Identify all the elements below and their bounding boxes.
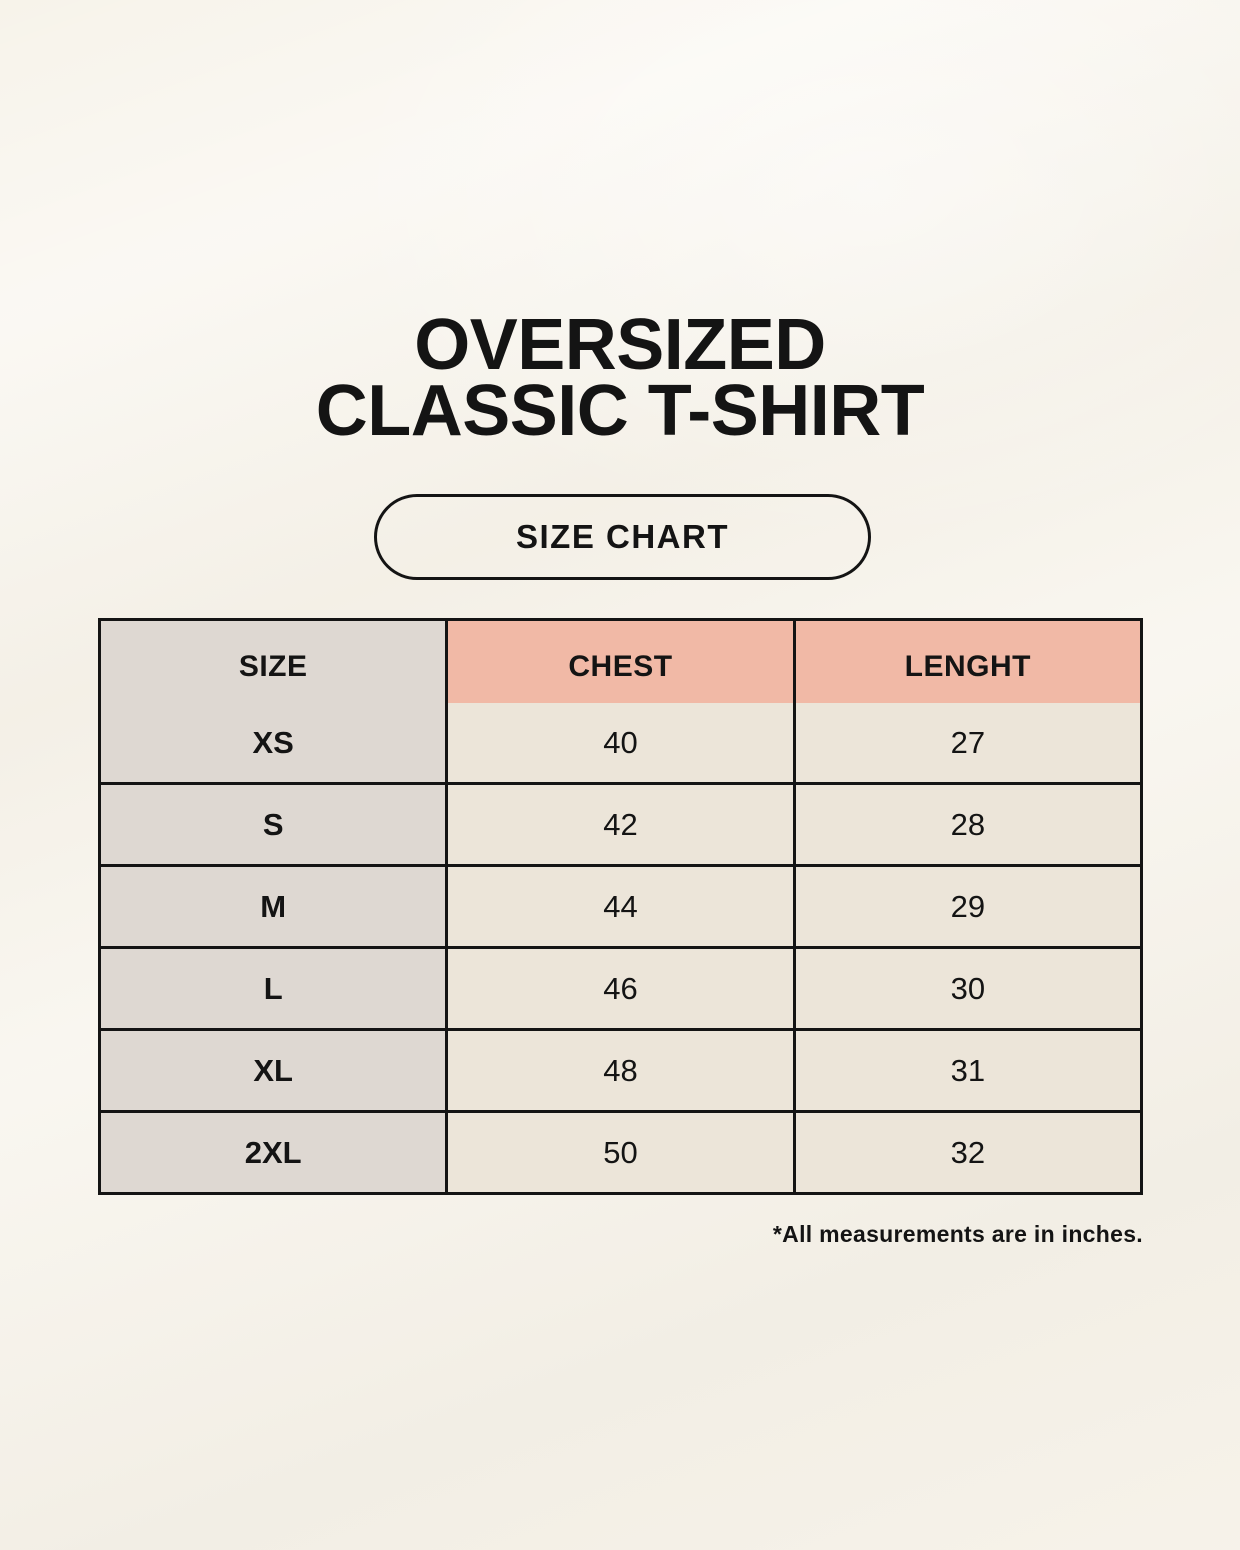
size-cell: XL [101, 1031, 446, 1110]
size-chart-button[interactable]: SIZE CHART [374, 494, 871, 580]
size-cell: 2XL [101, 1113, 446, 1192]
chest-cell: 44 [448, 867, 793, 946]
length-cell: 32 [795, 1113, 1140, 1192]
column-header-chest: CHEST [448, 621, 793, 713]
product-title: OVERSIZED CLASSIC T-SHIRT [0, 305, 1240, 451]
product-title-line-1: OVERSIZED [414, 305, 826, 385]
chest-cell: 42 [448, 785, 793, 864]
length-cell: 29 [795, 867, 1140, 946]
length-cell: 30 [795, 949, 1140, 1028]
chest-cell: 46 [448, 949, 793, 1028]
length-cell: 31 [795, 1031, 1140, 1110]
product-title-line-2: CLASSIC T-SHIRT [315, 371, 925, 451]
column-header-size: SIZE [101, 621, 446, 713]
length-cell: 28 [795, 785, 1140, 864]
measurements-footnote: *All measurements are in inches. [772, 1221, 1143, 1247]
chest-cell: 48 [448, 1031, 793, 1110]
size-chart-button-label: SIZE CHART [516, 518, 729, 555]
length-cell: 27 [795, 703, 1140, 782]
size-table: SIZE CHEST LENGHT XS 40 27 S 42 28 M 44 … [98, 618, 1143, 1195]
chest-cell: 40 [448, 703, 793, 782]
size-cell: S [101, 785, 446, 864]
size-cell: XS [101, 703, 446, 782]
size-cell: L [101, 949, 446, 1028]
size-cell: M [101, 867, 446, 946]
column-header-length: LENGHT [795, 621, 1140, 713]
chest-cell: 50 [448, 1113, 793, 1192]
